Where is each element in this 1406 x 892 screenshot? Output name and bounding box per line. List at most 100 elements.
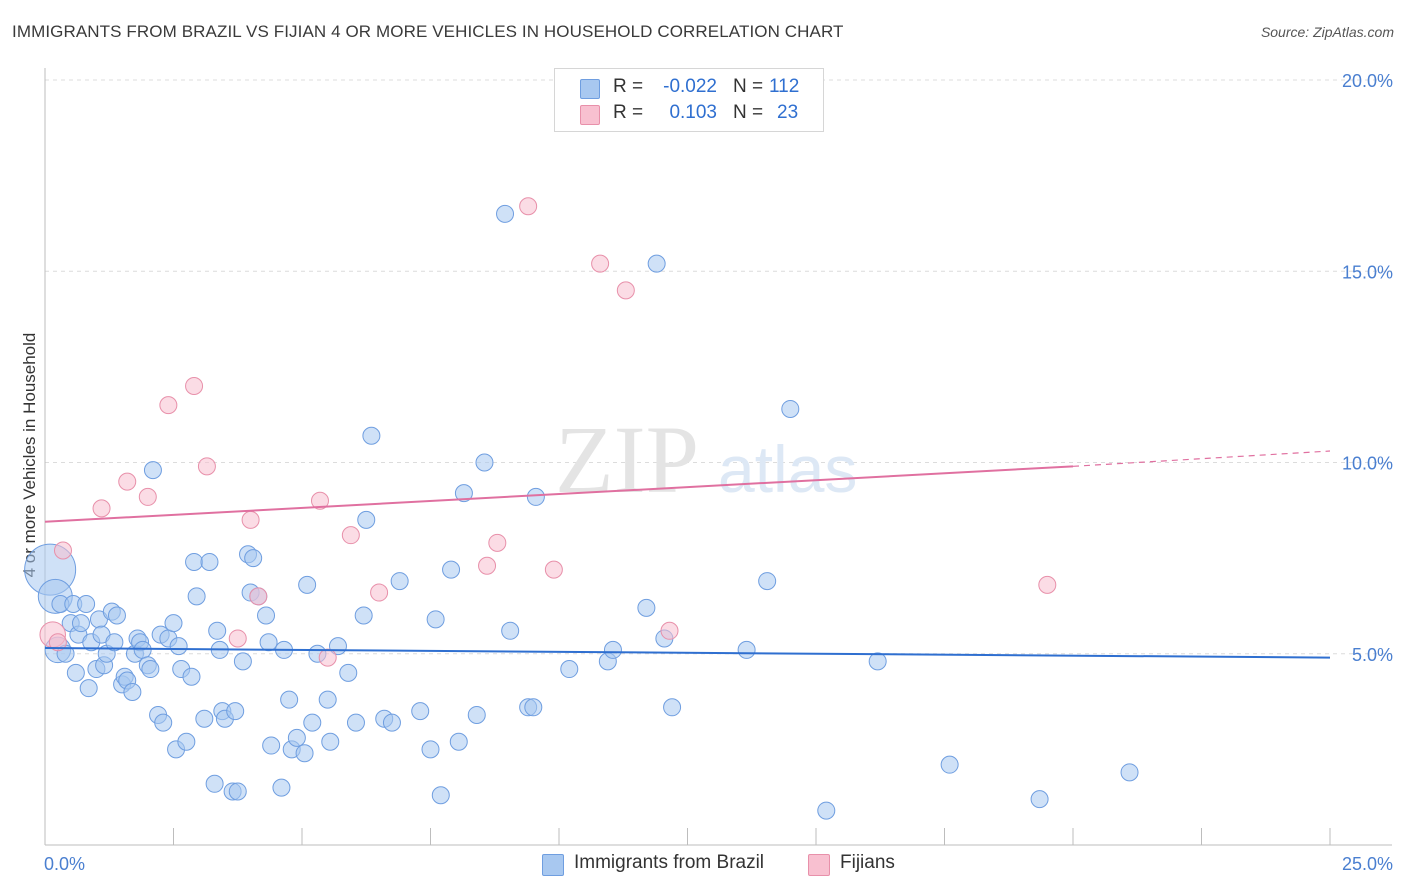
- correlation-legend: R = -0.022 N = 112 R = 0.103 N = 23: [554, 68, 824, 132]
- brazil-point: [524, 698, 543, 717]
- brazil-point: [603, 640, 622, 659]
- brazil-point: [195, 709, 214, 728]
- r-label: R =: [613, 76, 644, 97]
- brazil-point: [526, 487, 545, 506]
- brazil-point: [226, 702, 245, 721]
- n-value: 112: [769, 76, 800, 97]
- gridlines: [45, 79, 1392, 655]
- brazil-point: [133, 640, 152, 659]
- x-tick-label-start: 0.0%: [44, 854, 85, 874]
- brazil-point: [143, 461, 162, 480]
- brazil-point: [287, 728, 306, 747]
- fijian-point: [118, 472, 137, 491]
- brazil-point: [205, 774, 224, 793]
- brazil-point: [421, 740, 440, 759]
- brazil-point: [475, 453, 494, 472]
- brazil-point: [411, 702, 430, 721]
- brazil-point: [454, 484, 473, 503]
- brazil-point: [66, 663, 85, 682]
- brazil-point: [442, 560, 461, 579]
- chart-title: IMMIGRANTS FROM BRAZIL VS FIJIAN 4 OR MO…: [12, 22, 844, 41]
- legend-row-fijians: R = 0.103 N = 23: [555, 101, 823, 127]
- fijian-point: [92, 499, 111, 518]
- fijian-point: [197, 457, 216, 476]
- brazil-point: [357, 510, 376, 529]
- trend-lines: [44, 450, 1331, 659]
- fijian-point: [53, 541, 72, 560]
- fijian-point: [370, 583, 389, 602]
- tick-labels: 5.0% 10.0% 15.0% 20.0% 0.0% 25.0%: [44, 71, 1393, 874]
- legend-swatch-fijians: [580, 105, 600, 125]
- brazil-point: [1030, 790, 1049, 809]
- brazil-point: [318, 690, 337, 709]
- brazil-point: [868, 652, 887, 671]
- brazil-point: [298, 575, 317, 594]
- legend-swatch-brazil: [580, 79, 600, 99]
- y-tick-label: 5.0%: [1352, 645, 1393, 665]
- fijian-point: [591, 254, 610, 273]
- brazil-point: [105, 633, 124, 652]
- fijian-point: [241, 510, 260, 529]
- brazil-point: [77, 595, 96, 614]
- bottom-legend-swatch-fijians: [808, 854, 830, 876]
- fijian-point: [660, 621, 679, 640]
- brazil-point: [321, 732, 340, 751]
- fijian-point: [310, 491, 329, 510]
- brazil-point: [228, 782, 247, 801]
- fijian-point: [478, 556, 497, 575]
- y-tick-label: 10.0%: [1342, 454, 1393, 474]
- brazil-point: [303, 713, 322, 732]
- brazil-point: [346, 713, 365, 732]
- brazil-point: [233, 652, 252, 671]
- brazil-point: [737, 640, 756, 659]
- r-label: R =: [613, 102, 644, 123]
- fijian-trend-extension: [1072, 450, 1331, 467]
- n-value: 23: [777, 102, 799, 123]
- brazil-point: [164, 614, 183, 633]
- source-note: Source: ZipAtlas.com: [1260, 24, 1394, 40]
- r-value: -0.022: [663, 76, 717, 97]
- brazil-trend-line: [44, 647, 1331, 659]
- brazil-point: [259, 633, 278, 652]
- bottom-legend-swatch-brazil: [542, 854, 564, 876]
- fijian-point: [544, 560, 563, 579]
- brazil-point: [244, 549, 263, 568]
- brazil-point: [107, 606, 126, 625]
- brazil-point: [940, 755, 959, 774]
- axes: [44, 68, 1392, 846]
- fijian-trend-line: [44, 465, 1074, 523]
- fijian-point: [48, 633, 67, 652]
- bottom-legend-label: Immigrants from Brazil: [574, 852, 765, 873]
- fijian-point: [228, 629, 247, 648]
- n-label: N =: [733, 102, 764, 123]
- brazil-point: [169, 637, 188, 656]
- data-points: [24, 197, 1139, 820]
- brazil-point: [354, 606, 373, 625]
- y-tick-label: 15.0%: [1342, 262, 1393, 282]
- brazil-point: [663, 698, 682, 717]
- brazil-point: [177, 732, 196, 751]
- legend-row-brazil: R = -0.022 N = 112: [555, 75, 823, 101]
- brazil-point: [295, 744, 314, 763]
- r-value: 0.103: [669, 102, 717, 123]
- fijian-point: [318, 648, 337, 667]
- brazil-point: [187, 587, 206, 606]
- brazil-point: [637, 598, 656, 617]
- brazil-point: [501, 621, 520, 640]
- fijian-point: [488, 533, 507, 552]
- brazil-point: [185, 552, 204, 571]
- watermark-zip: ZIP: [555, 406, 699, 513]
- brazil-point: [431, 786, 450, 805]
- brazil-point: [758, 572, 777, 591]
- brazil-point: [467, 705, 486, 724]
- brazil-point: [123, 683, 142, 701]
- watermark-atlas: atlas: [718, 432, 857, 506]
- n-label: N =: [733, 76, 764, 97]
- fijian-point: [1038, 575, 1057, 594]
- brazil-point: [496, 204, 515, 223]
- brazil-point: [449, 732, 468, 751]
- fijian-point: [138, 487, 157, 506]
- brazil-point: [182, 667, 201, 686]
- brazil-point: [262, 736, 281, 755]
- fijian-point: [185, 377, 204, 395]
